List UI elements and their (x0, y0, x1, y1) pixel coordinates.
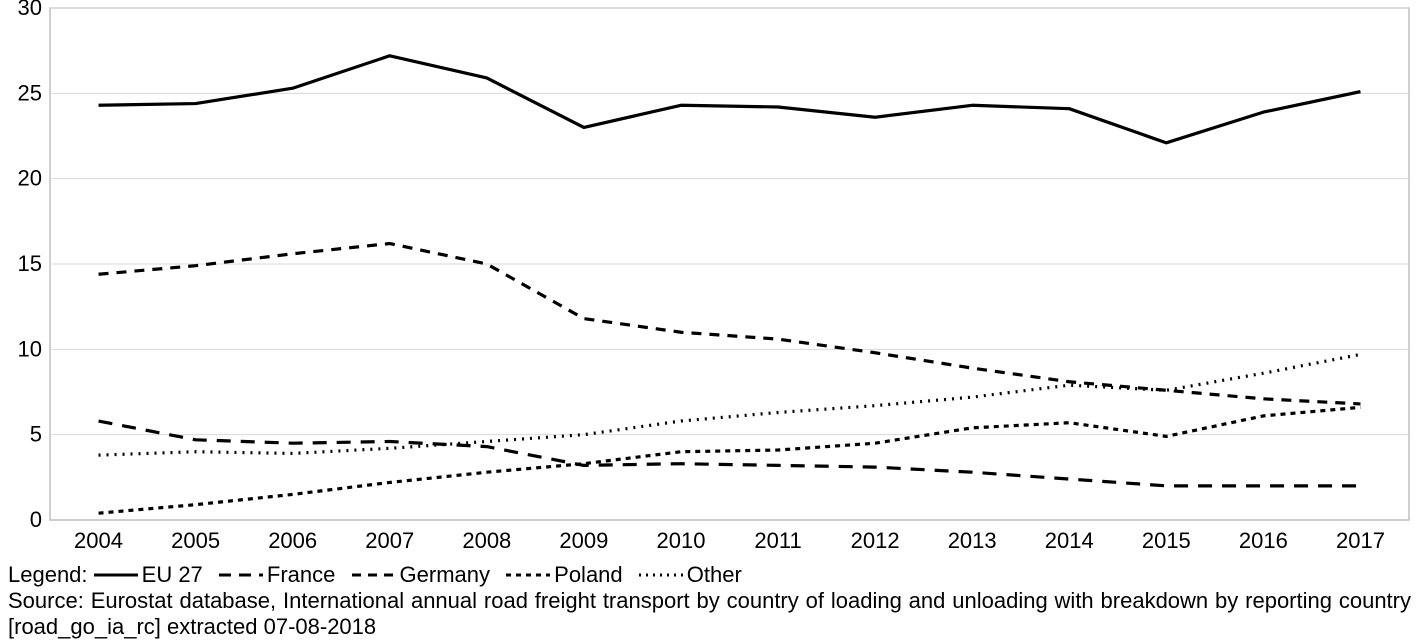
svg-text:2009: 2009 (559, 528, 608, 553)
svg-text:2008: 2008 (462, 528, 511, 553)
legend-swatch (219, 568, 263, 582)
svg-text:0: 0 (30, 507, 42, 532)
svg-text:30: 30 (18, 0, 42, 20)
legend-label: France (267, 562, 335, 588)
legend-item: Germany (352, 562, 490, 588)
svg-text:5: 5 (30, 422, 42, 447)
svg-text:2014: 2014 (1045, 528, 1094, 553)
legend-label: EU 27 (142, 562, 203, 588)
legend-label: Poland (554, 562, 623, 588)
legend-label: Other (687, 562, 742, 588)
svg-text:2004: 2004 (74, 528, 123, 553)
svg-text:10: 10 (18, 336, 42, 361)
legend-swatch (352, 568, 396, 582)
line-chart: 0 5 10 15 20 25 30 2004 2005 2006 2007 2008 2009 2010… (0, 0, 1419, 560)
legend-swatch (639, 568, 683, 582)
svg-text:25: 25 (18, 80, 42, 105)
legend-swatch (94, 568, 138, 582)
svg-text:2012: 2012 (851, 528, 900, 553)
svg-text:2016: 2016 (1239, 528, 1288, 553)
svg-text:2006: 2006 (268, 528, 317, 553)
chart-area: 0 5 10 15 20 25 30 2004 2005 2006 2007 2008 2009 2010… (0, 0, 1419, 560)
legend-item: France (219, 562, 335, 588)
legend-item: Other (639, 562, 742, 588)
legend-item: Poland (506, 562, 623, 588)
svg-text:15: 15 (18, 251, 42, 276)
svg-text:2017: 2017 (1336, 528, 1385, 553)
svg-text:2005: 2005 (171, 528, 220, 553)
legend-swatch (506, 568, 550, 582)
svg-text:2010: 2010 (656, 528, 705, 553)
legend-prefix: Legend: (8, 562, 94, 588)
svg-text:2015: 2015 (1142, 528, 1191, 553)
svg-text:2013: 2013 (948, 528, 997, 553)
svg-text:20: 20 (18, 166, 42, 191)
legend-label: Germany (400, 562, 490, 588)
caption-block: Legend: EU 27 France Germany Poland Othe… (8, 562, 1411, 640)
svg-text:2011: 2011 (754, 528, 801, 553)
source-text: Source: Eurostat database, International… (8, 588, 1411, 640)
figure-wrap: 0 5 10 15 20 25 30 2004 2005 2006 2007 2008 2009 2010… (0, 0, 1419, 639)
svg-text:2007: 2007 (365, 528, 414, 553)
legend-row: Legend: EU 27 France Germany Poland Othe… (8, 562, 758, 588)
legend-item: EU 27 (94, 562, 203, 588)
